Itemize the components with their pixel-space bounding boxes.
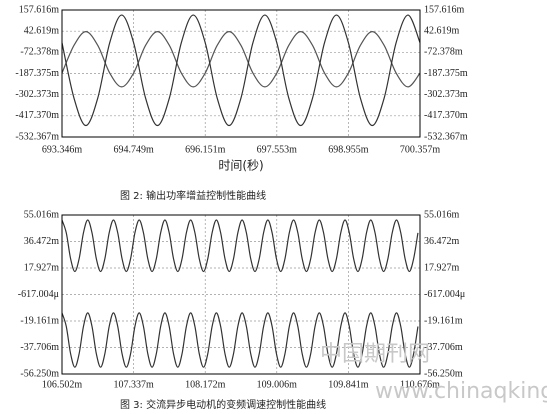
- x-tick-label: 700.357m: [400, 144, 441, 155]
- y-tick-label: -19.161m: [20, 315, 59, 326]
- x-tick-label: 693.346m: [42, 144, 83, 155]
- x-tick-label: 107.337m: [113, 379, 154, 390]
- y-tick-label: -187.375m: [15, 68, 59, 79]
- y-tick-label: -72.378m: [20, 47, 59, 58]
- y-tick-label: 55.016m: [24, 209, 60, 220]
- y-tick-label-right: -187.375m: [424, 68, 468, 79]
- data-line: [61, 31, 421, 88]
- y-tick-label: -617.004μ: [18, 289, 59, 300]
- x-tick-label: 109.841m: [328, 379, 369, 390]
- y-tick-label-right: 55.016m: [424, 209, 460, 220]
- data-line: [61, 219, 419, 273]
- plot-frame: [61, 9, 421, 138]
- x-tick-label: 106.502m: [42, 379, 83, 390]
- x-tick-label: 110.676m: [400, 379, 440, 390]
- y-tick-label: -532.367m: [15, 131, 59, 142]
- y-tick-label-right: 157.616m: [424, 4, 465, 15]
- y-tick-label-right: 36.472m: [424, 236, 460, 247]
- x-axis-label: 时间(秒): [218, 159, 263, 173]
- figure-caption: 图 3: 交流异步电动机的变频调速控制性能曲线: [120, 398, 326, 411]
- y-tick-label-right: -532.367m: [424, 131, 468, 142]
- y-tick-label-right: -37.706m: [424, 342, 463, 353]
- watermark-site: 中国期刊网: [320, 342, 430, 367]
- y-tick-label-right: -19.161m: [424, 315, 463, 326]
- y-tick-label: -56.250m: [20, 368, 59, 379]
- data-line: [61, 14, 421, 127]
- y-tick-label-right: 17.927m: [424, 262, 460, 273]
- plot-frame: [61, 214, 421, 375]
- y-tick-label: 36.472m: [24, 236, 60, 247]
- y-tick-label: 42.619m: [24, 25, 60, 36]
- x-tick-label: 697.553m: [257, 144, 298, 155]
- y-tick-label-right: -72.378m: [424, 47, 463, 58]
- y-tick-label: -417.370m: [15, 110, 59, 121]
- x-tick-label: 696.151m: [185, 144, 226, 155]
- data-line: [61, 312, 419, 368]
- x-tick-label: 108.172m: [185, 379, 226, 390]
- y-tick-label-right: -617.004μ: [424, 289, 465, 300]
- y-tick-label: -37.706m: [20, 342, 59, 353]
- x-tick-label: 694.749m: [114, 144, 155, 155]
- y-tick-label: -302.373m: [15, 89, 59, 100]
- watermark-url: www.chinaqking.com: [375, 379, 547, 404]
- y-tick-label-right: 42.619m: [424, 25, 460, 36]
- y-tick-label-right: -56.250m: [424, 368, 463, 379]
- figure-caption: 图 2: 输出功率增益控制性能曲线: [120, 189, 266, 202]
- y-tick-label: 157.616m: [19, 4, 60, 15]
- y-tick-label-right: -417.370m: [424, 110, 468, 121]
- y-tick-label-right: -302.373m: [424, 89, 468, 100]
- x-tick-label: 109.006m: [257, 379, 298, 390]
- x-tick-label: 698.955m: [328, 144, 369, 155]
- y-tick-label: 17.927m: [24, 262, 60, 273]
